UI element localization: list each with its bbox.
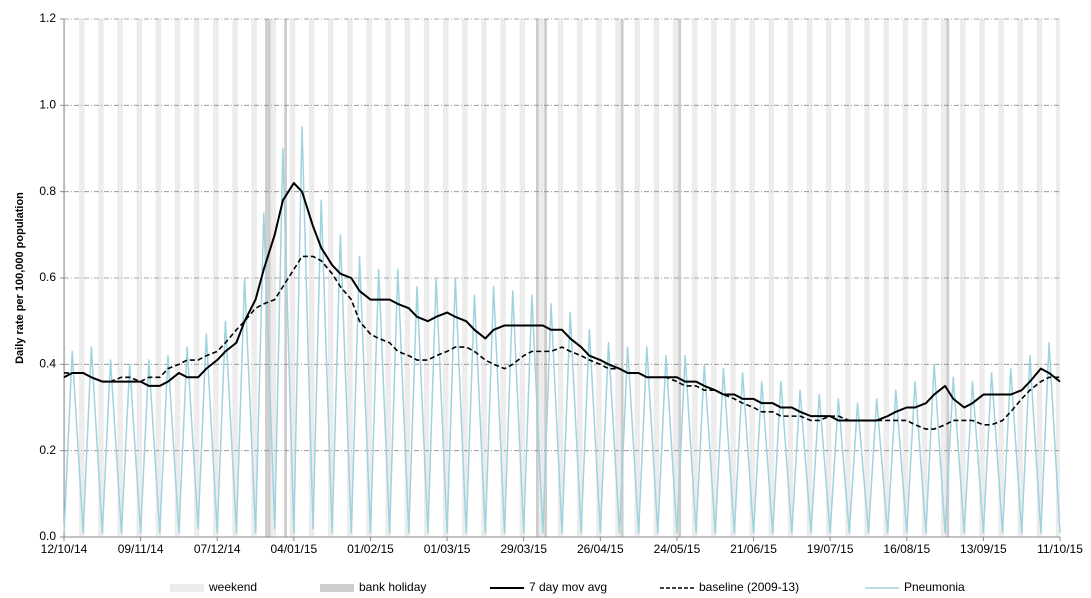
y-tick-label: 0.0 (39, 529, 56, 543)
weekend-band (100, 19, 104, 537)
legend-label: bank holiday (359, 580, 426, 594)
weekend-band (691, 19, 695, 537)
legend-swatch (170, 584, 204, 592)
weekend-band (618, 19, 621, 537)
weekend-band (828, 19, 832, 537)
series-line (64, 255, 1060, 430)
weekend-band (768, 19, 772, 537)
weekend-band (787, 19, 791, 537)
legend-label: 7 day mov avg (529, 580, 607, 594)
weekend-band (158, 19, 162, 537)
weekend-band (982, 19, 985, 537)
weekend-band (232, 19, 236, 537)
weekend-band (462, 19, 465, 537)
weekend-band (522, 19, 526, 537)
series-line (63, 182, 1061, 422)
weekend-band (1039, 19, 1043, 537)
weekend-band (752, 19, 755, 537)
x-tick-label: 12/10/14 (41, 542, 88, 556)
weekend-band (1001, 19, 1004, 537)
x-tick-label: 19/07/15 (807, 542, 854, 556)
weekend-band (330, 19, 334, 537)
x-tick-label: 16/08/15 (883, 542, 930, 556)
x-tick-label: 26/04/15 (577, 542, 624, 556)
weekend-band (771, 19, 775, 537)
y-tick-label: 0.8 (39, 184, 56, 198)
weekend-band (292, 19, 296, 537)
x-tick-label: 29/03/15 (500, 542, 547, 556)
weekend-band (1058, 19, 1060, 537)
bank-holiday-band (267, 19, 271, 537)
weekend-band (369, 19, 372, 537)
x-tick-label: 07/12/14 (194, 542, 241, 556)
weekend-band (711, 19, 714, 537)
x-tick-label: 24/05/15 (654, 542, 701, 556)
y-tick-label: 0.4 (39, 357, 56, 371)
weekend-band (598, 19, 602, 537)
series-line (63, 126, 1061, 534)
weekend-band (139, 19, 142, 537)
y-axis-label: Daily rate per 100,000 population (14, 192, 26, 364)
weekend-band (979, 19, 983, 537)
x-tick-label: 13/09/15 (960, 542, 1007, 556)
y-tick-label: 0.2 (39, 443, 56, 457)
y-tick-label: 1.0 (39, 98, 56, 112)
weekend-band (921, 19, 925, 537)
weekend-band (541, 19, 545, 537)
x-tick-label: 04/01/15 (270, 542, 317, 556)
legend-label: baseline (2009-13) (699, 580, 799, 594)
weekend-band (538, 19, 542, 537)
weekend-band (81, 19, 85, 537)
weekend-band (98, 19, 101, 537)
x-tick-label: 21/06/15 (730, 542, 777, 556)
weekend-band (557, 19, 561, 537)
weekend-band (847, 19, 851, 537)
weekend-band (328, 19, 331, 537)
y-tick-label: 1.2 (39, 11, 56, 25)
x-tick-label: 09/11/14 (118, 542, 164, 556)
x-tick-label: 01/02/15 (347, 542, 394, 556)
weekend-band (749, 19, 753, 537)
bank-holiday-band (620, 19, 624, 537)
weekend-band (481, 19, 485, 537)
weekend-band (388, 19, 391, 537)
bank-holiday-band (678, 19, 682, 537)
y-tick-label: 0.6 (39, 270, 56, 284)
weekend-band (519, 19, 523, 537)
weekend-band (308, 19, 312, 537)
weekend-band (79, 19, 82, 537)
x-tick-label: 01/03/15 (424, 542, 471, 556)
weekend-band (311, 19, 315, 537)
x-tick-label: 11/10/15 (1037, 542, 1083, 556)
legend-swatch (320, 584, 354, 592)
legend-label: weekend (208, 580, 257, 594)
weekend-band (998, 19, 1002, 537)
weekend-band (940, 19, 944, 537)
weekend-band (251, 19, 255, 537)
legend-label: Pneumonia (904, 580, 965, 594)
